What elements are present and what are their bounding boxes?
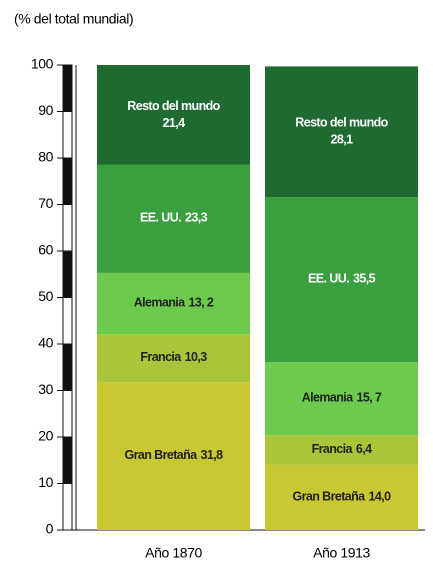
series-name: Francia <box>140 350 182 364</box>
segment-label: Gran Bretaña 14,0 <box>293 490 392 504</box>
x-tick-label: Año 1870 <box>145 545 202 561</box>
series-name: EE. UU. <box>140 211 181 225</box>
bar-segment <box>265 435 418 465</box>
axis-band <box>62 204 73 252</box>
bar-segment <box>265 464 418 530</box>
y-axis-title: (% del total mundial) <box>14 11 133 27</box>
value-label: 23,3 <box>185 211 208 225</box>
segment-label: Alemania 15, 7 <box>302 391 382 405</box>
y-tick-label: 90 <box>38 102 53 118</box>
y-tick-label: 60 <box>38 242 53 258</box>
segment-label: Alemania 13, 2 <box>134 296 214 310</box>
axis-band <box>62 390 73 438</box>
segment-label: Resto del mundo 21,4 <box>127 99 220 130</box>
value-label: 10,3 <box>185 350 208 364</box>
y-tick-label: 0 <box>46 521 54 537</box>
series-name: Francia <box>312 442 354 456</box>
series-name: Gran Bretaña <box>293 490 367 504</box>
bar-segment <box>265 362 418 436</box>
y-tick-label: 50 <box>38 288 53 304</box>
value-label: 15, 7 <box>356 391 381 405</box>
series-name: Alemania <box>134 296 186 310</box>
y-tick-label: 80 <box>38 149 53 165</box>
axis-band <box>62 64 73 112</box>
segment-label: Gran Bretaña 31,8 <box>125 448 224 462</box>
y-tick-label: 70 <box>38 195 53 211</box>
axis-band <box>62 343 73 391</box>
value-label: 21,4 <box>163 116 186 130</box>
y-tick-label: 100 <box>31 56 54 72</box>
series-name: Alemania <box>302 391 354 405</box>
y-tick-label: 40 <box>38 335 53 351</box>
y-tick-label: 20 <box>38 428 53 444</box>
y-tick-label: 10 <box>38 474 53 490</box>
value-label: 28,1 <box>331 133 354 147</box>
value-label: 13, 2 <box>188 296 213 310</box>
bar-segment <box>265 66 418 198</box>
series-name: EE. UU. <box>308 272 349 286</box>
segment-label: Francia 10,3 <box>140 350 207 364</box>
series-name: Gran Bretaña <box>125 448 199 462</box>
value-label: 6,4 <box>356 442 372 456</box>
bar-segment <box>97 65 250 165</box>
axis-band <box>62 436 73 484</box>
axis-band <box>62 250 73 298</box>
value-label: 31,8 <box>201 448 224 462</box>
value-label: 35,5 <box>353 272 376 286</box>
y-tick-label: 30 <box>38 381 53 397</box>
bar-segment <box>97 164 250 273</box>
series-name: Resto del mundo <box>127 99 220 113</box>
axis-band <box>62 297 73 345</box>
axis-band <box>62 111 73 159</box>
segment-label: EE. UU. 23,3 <box>140 211 208 225</box>
bar-segment <box>97 382 250 530</box>
bar-segment <box>97 334 250 383</box>
series-name: Resto del mundo <box>295 116 388 130</box>
value-label: 14,0 <box>369 490 392 504</box>
segment-label: EE. UU. 35,5 <box>308 272 376 286</box>
segment-label: Francia 6,4 <box>312 442 372 456</box>
bar-segment <box>265 197 418 363</box>
x-tick-label: Año 1913 <box>313 545 370 561</box>
axis-band <box>62 483 73 531</box>
segment-label: Resto del mundo 28,1 <box>295 116 388 147</box>
axis-band <box>62 157 73 205</box>
bar-segment <box>97 272 250 335</box>
